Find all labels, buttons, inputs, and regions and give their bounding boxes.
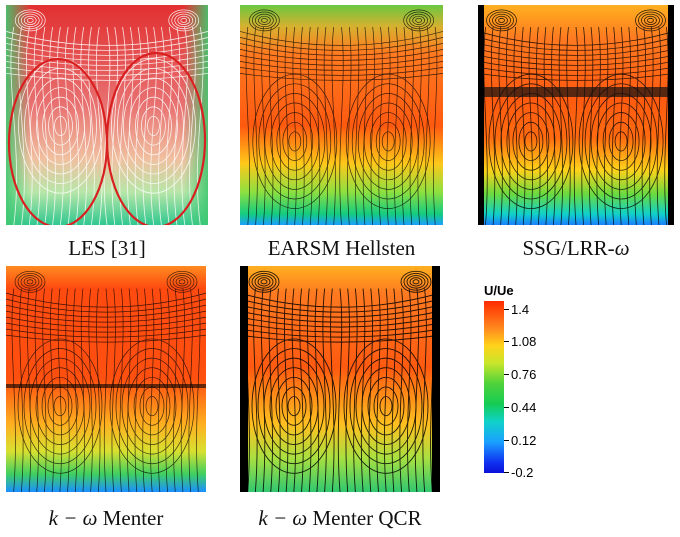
caption-komega-menter-qcr: k − ω Menter QCR: [258, 506, 422, 530]
colorbar-tick-label: -0.2: [511, 465, 534, 480]
colorbar-title: U/Ue: [484, 283, 514, 298]
colorbar-tick: [504, 374, 509, 375]
colorbar-tick-label: 0.76: [511, 367, 537, 382]
les-contour-panel: [6, 5, 208, 225]
colorbar-tick: [504, 472, 509, 473]
caption-komega-menter: k − ω Menter: [48, 506, 164, 530]
ssglrr-contour-panel: [478, 5, 674, 225]
colorbar-tick-label: 0.12: [511, 433, 537, 448]
colorbar-tick-label: 1.4: [511, 302, 530, 317]
colorbar-tick: [504, 309, 509, 310]
colorbar: [484, 301, 504, 473]
earsm-contour-panel: [240, 5, 443, 225]
colorbar-tick-label: 1.08: [511, 334, 537, 349]
colorbar-tick: [504, 440, 509, 441]
komega-menter-contour-panel: [6, 266, 206, 492]
colorbar-tick-label: 0.44: [511, 400, 537, 415]
right-vortex-ellipse: [105, 51, 207, 225]
caption-ssglrr: SSG/LRR-ω: [522, 236, 630, 260]
colorbar-tick: [504, 407, 509, 408]
komega-menter-qcr-contour-panel: [240, 266, 440, 492]
caption-les: LES [31]: [68, 236, 146, 260]
caption-earsm: EARSM Hellsten: [267, 236, 416, 260]
colorbar-tick: [504, 341, 509, 342]
